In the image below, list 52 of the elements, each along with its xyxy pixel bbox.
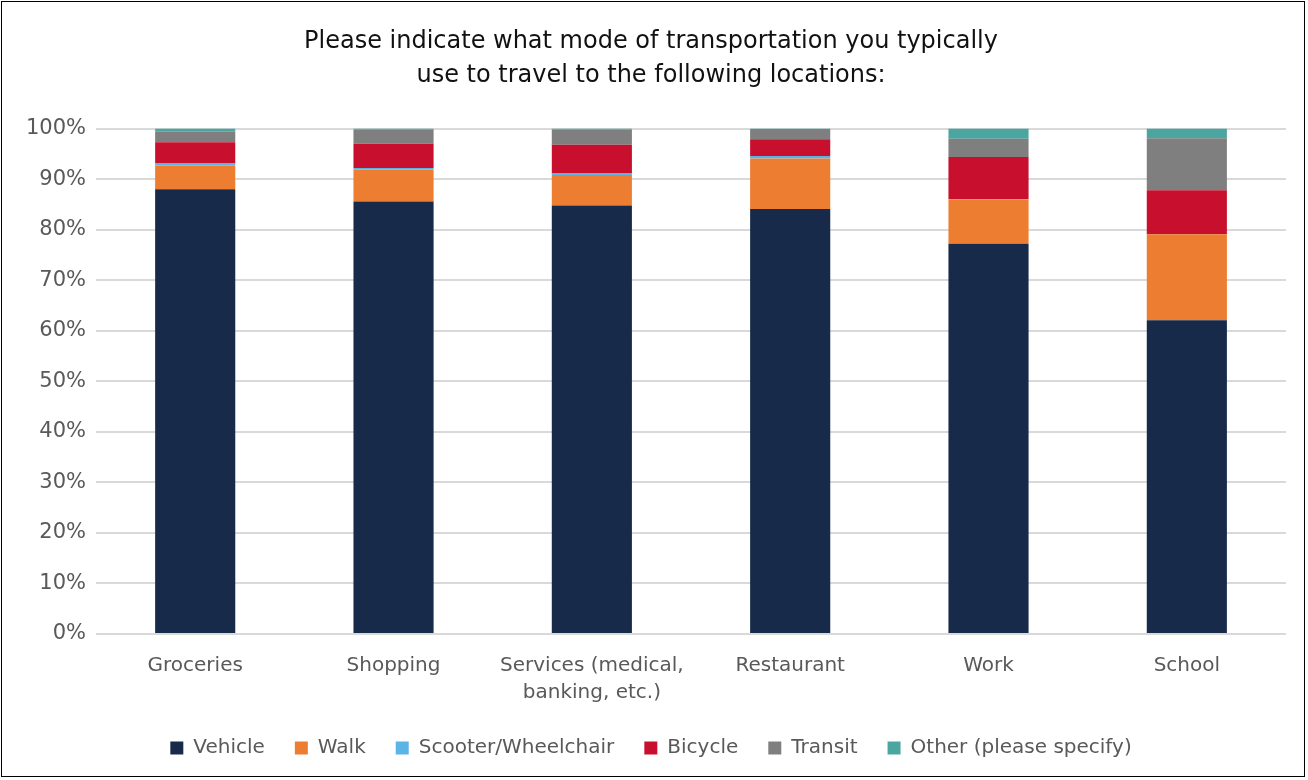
bar	[353, 169, 434, 202]
y-tick-label: 80%	[39, 216, 87, 241]
x-tick-label: Work	[963, 651, 1015, 676]
bar	[155, 142, 236, 163]
bar	[1146, 138, 1227, 191]
bar	[948, 199, 1029, 244]
y-tick-label: 20%	[39, 519, 87, 544]
bar	[948, 138, 1029, 157]
bar	[155, 128, 236, 132]
x-tick-label: Groceries	[147, 651, 243, 676]
y-tick-label: 40%	[39, 418, 87, 443]
y-tick-label: 70%	[39, 266, 87, 291]
bar	[1146, 128, 1227, 139]
legend-label: Transit	[790, 734, 858, 759]
bar	[155, 165, 236, 190]
bar	[551, 144, 632, 174]
bar	[353, 201, 434, 633]
bar	[948, 128, 1029, 139]
legend-label: Scooter/Wheelchair	[418, 734, 616, 759]
bar	[551, 175, 632, 206]
bar	[948, 243, 1029, 633]
legend-label: Vehicle	[193, 734, 265, 759]
y-tick-label: 0%	[52, 620, 87, 645]
x-tick-label: Services (medical, banking, etc.)	[500, 651, 684, 703]
bar	[155, 189, 236, 633]
chart-title: Please indicate what mode of transportation you typically use to travel to the following locations:	[304, 25, 998, 89]
bar	[1146, 320, 1227, 633]
y-tick-label: 100%	[25, 115, 87, 140]
bar	[1146, 234, 1227, 321]
x-tick-label: Shopping	[346, 651, 441, 676]
y-tick-label: 50%	[39, 367, 87, 392]
x-tick-label: School	[1153, 651, 1221, 676]
bar	[551, 205, 632, 633]
bar	[551, 173, 632, 176]
bar	[750, 139, 831, 156]
x-tick-label: Restaurant	[735, 651, 846, 676]
legend-label: Bicycle	[667, 734, 739, 759]
legend-label: Other (please specify)	[910, 734, 1132, 759]
y-tick-label: 10%	[39, 569, 87, 594]
bar	[750, 129, 831, 140]
bar	[948, 156, 1029, 200]
bar	[1146, 190, 1227, 235]
bar	[750, 208, 831, 633]
bar	[551, 129, 632, 145]
bar	[155, 131, 236, 143]
y-tick-label: 90%	[39, 165, 87, 190]
bar	[353, 143, 434, 169]
y-tick-label: 30%	[39, 468, 87, 493]
y-tick-label: 60%	[39, 317, 87, 342]
legend-label: Walk	[317, 734, 367, 759]
bar	[750, 158, 831, 209]
bar	[353, 129, 434, 144]
